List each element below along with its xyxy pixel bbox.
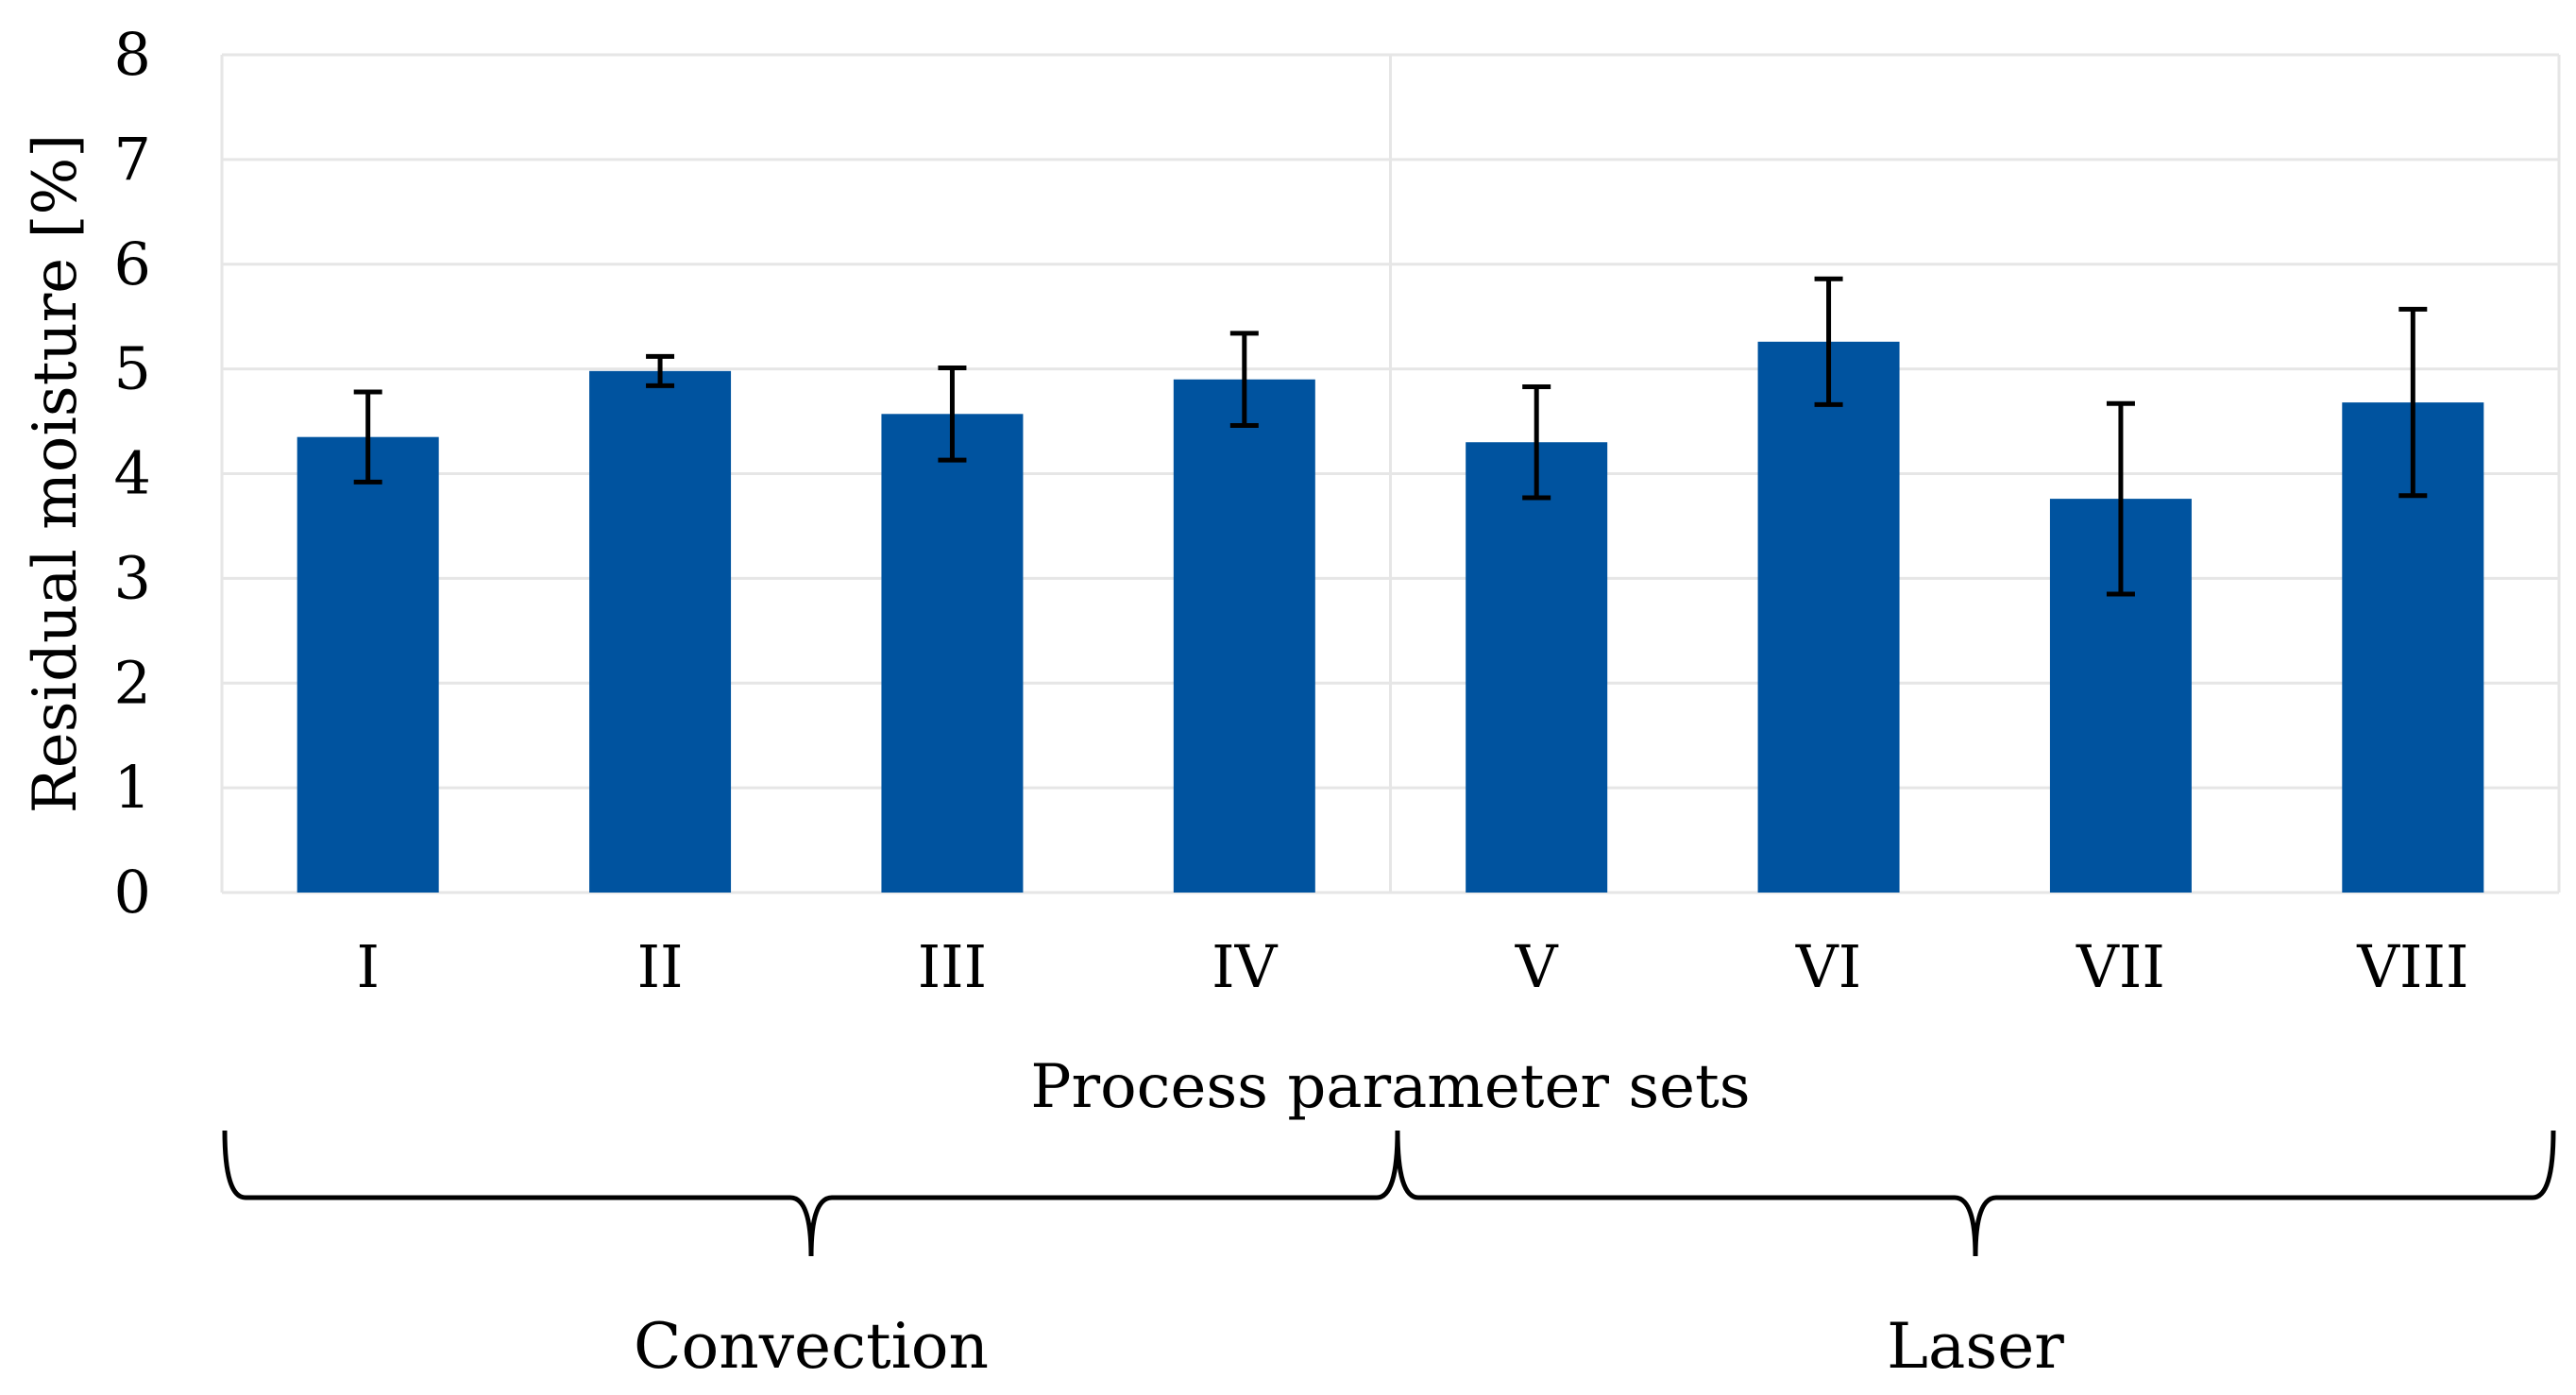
y-tick-labels: 0 1 2 3 4 5 6 7 8 (114, 20, 151, 927)
bar-III (881, 414, 1024, 893)
y-tick-label: 5 (114, 334, 151, 403)
y-tick-label: 7 (114, 125, 151, 194)
bars (297, 341, 2484, 893)
error-bar-I (353, 389, 382, 485)
error-bar-VIII (2398, 306, 2428, 499)
error-bar-II (646, 353, 675, 388)
group-label: Convection (634, 1310, 989, 1383)
bar-V (1466, 442, 1608, 893)
error-bar-V (1522, 383, 1551, 501)
y-tick-label: 0 (114, 858, 151, 927)
group-laser: Laser (1395, 1130, 2556, 1383)
error-bar-III (938, 366, 967, 463)
x-tick-label: IV (1212, 932, 1278, 1001)
x-axis-title: Process parameter sets (1030, 1052, 1750, 1122)
group-brace (1395, 1130, 2556, 1257)
y-axis-title: Residual moisture [%] (21, 134, 91, 814)
group-label: Laser (1887, 1310, 2064, 1383)
bar-IV (1173, 379, 1315, 893)
error-bar-IV (1229, 331, 1259, 428)
error-bar-VI (1814, 276, 1843, 407)
group-convection: Convection (222, 1130, 1400, 1383)
bar-II (589, 370, 732, 893)
bar-VI (1757, 341, 1900, 893)
y-tick-label: 1 (114, 753, 151, 822)
x-tick-labels: I II III IV V VI VII VIII (356, 932, 2468, 1001)
x-tick-label: V (1515, 932, 1559, 1001)
y-tick-label: 2 (114, 648, 151, 717)
error-bar-VII (2106, 400, 2135, 597)
x-tick-label: VIII (2356, 932, 2468, 1001)
group-brackets: Convection Laser (222, 1130, 2556, 1383)
x-tick-label: III (918, 932, 987, 1001)
y-tick-label: 4 (114, 439, 151, 508)
y-tick-label: 8 (114, 20, 151, 89)
x-tick-label: II (637, 932, 684, 1001)
bar-I (297, 436, 439, 893)
x-tick-label: VI (1795, 932, 1861, 1001)
gridlines (220, 53, 2561, 894)
error-bars (353, 276, 2428, 597)
x-tick-label: I (356, 932, 380, 1001)
group-brace (222, 1130, 1400, 1257)
y-tick-label: 3 (114, 543, 151, 612)
y-tick-label: 6 (114, 230, 151, 298)
x-tick-label: VII (2076, 932, 2165, 1001)
